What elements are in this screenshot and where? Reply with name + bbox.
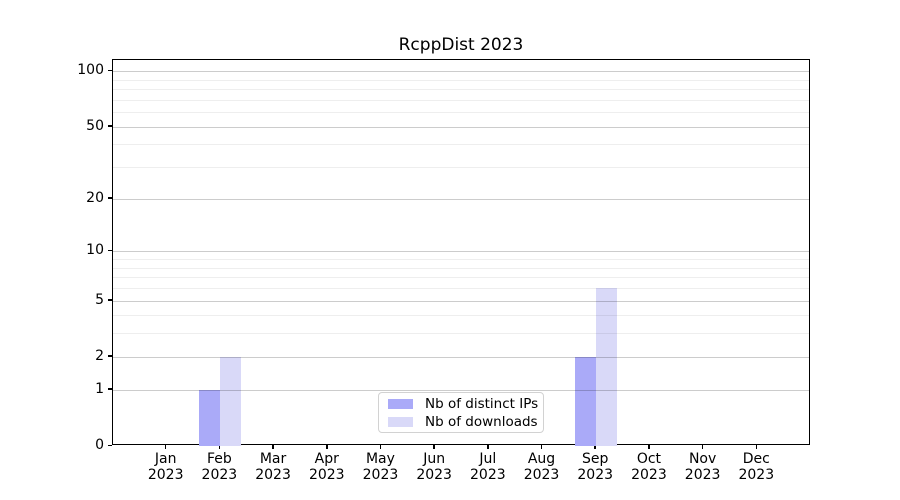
minor-gridline-8 [113, 267, 809, 269]
y-tick-label-1: 1 [95, 380, 104, 397]
x-tick-label-aug-2023: Aug 2023 [510, 451, 574, 483]
major-gridline-20 [113, 198, 809, 200]
y-tick-label-50: 50 [86, 117, 104, 134]
legend-label-downloads: Nb of downloads [425, 413, 538, 430]
x-tick-mark-aug [540, 445, 543, 449]
legend-item-downloads: Nb of downloads [388, 413, 543, 430]
y-tick-label-2: 2 [95, 347, 104, 364]
y-tick-mark-50 [108, 125, 112, 127]
minor-gridline-3 [113, 333, 809, 335]
x-tick-year: 2023 [470, 466, 506, 483]
x-tick-mark-mar [272, 445, 274, 449]
x-tick-mark-jul [487, 445, 489, 449]
x-tick-month: Apr [314, 451, 339, 467]
y-tick-label-20: 20 [86, 189, 104, 206]
major-gridline-5 [113, 300, 809, 302]
x-tick-label-may-2023: May 2023 [348, 451, 412, 483]
x-tick-month: Jul [479, 451, 497, 467]
x-tick-month: Nov [688, 451, 717, 467]
chart-title: RcppDist 2023 [398, 35, 524, 55]
x-tick-year: 2023 [147, 466, 184, 483]
x-tick-year: 2023 [416, 466, 452, 483]
legend-swatch-downloads [388, 416, 413, 427]
x-tick-month: Jan [154, 451, 177, 467]
bar-feb-downloads [220, 356, 242, 446]
x-tick-mark-may [379, 445, 382, 449]
minor-gridline-40 [113, 144, 809, 146]
x-tick-label-jan-2023: Jan 2023 [134, 451, 198, 483]
y-tick-mark-1 [108, 388, 112, 390]
x-tick-label-feb-2023: Feb 2023 [187, 451, 251, 483]
x-tick-mark-sep [594, 445, 596, 449]
minor-gridline-9 [113, 259, 809, 261]
x-tick-month: Mar [259, 451, 287, 467]
x-tick-year: 2023 [523, 466, 560, 483]
x-tick-year: 2023 [684, 466, 721, 483]
x-tick-mark-apr [326, 445, 328, 449]
y-tick-mark-0 [108, 444, 112, 446]
x-tick-label-dec-2023: Dec 2023 [724, 451, 788, 483]
x-tick-mark-oct [648, 445, 650, 449]
minor-gridline-4 [113, 315, 809, 317]
chart-plot-area [112, 59, 810, 446]
minor-gridline-30 [113, 167, 809, 169]
minor-gridline-80 [113, 89, 809, 91]
x-tick-month: Aug [527, 451, 556, 467]
x-tick-year: 2023 [362, 466, 399, 483]
minor-gridline-60 [113, 112, 809, 114]
legend-label-distinct-ips: Nb of distinct IPs [425, 395, 539, 412]
x-tick-month: Oct [636, 451, 662, 467]
major-gridline-100 [113, 71, 809, 73]
y-tick-label-100: 100 [77, 62, 104, 79]
major-gridline-1 [113, 389, 809, 391]
x-tick-mark-dec [755, 445, 758, 449]
major-gridline-50 [113, 126, 809, 128]
bar-feb-distinct-ips [199, 389, 221, 446]
y-tick-mark-20 [108, 197, 112, 199]
x-tick-year: 2023 [201, 466, 238, 483]
bar-sep-distinct-ips [575, 356, 597, 446]
y-tick-mark-5 [108, 299, 112, 301]
x-tick-label-nov-2023: Nov 2023 [671, 451, 735, 483]
x-tick-label-apr-2023: Apr 2023 [295, 451, 359, 483]
y-tick-label-0: 0 [95, 437, 104, 453]
legend-item-distinct-ips: Nb of distinct IPs [388, 395, 543, 412]
x-tick-mark-feb [218, 445, 221, 449]
x-tick-label-oct-2023: Oct 2023 [617, 451, 681, 483]
legend-swatch-distinct-ips [388, 398, 413, 409]
bar-sep-downloads [596, 287, 618, 446]
x-tick-month: Jun [423, 451, 446, 467]
x-tick-month: Sep [582, 451, 609, 467]
minor-gridline-90 [113, 79, 809, 81]
x-tick-mark-jun [433, 445, 435, 449]
x-tick-year: 2023 [308, 466, 345, 483]
y-tick-mark-10 [108, 249, 112, 252]
legend: Nb of distinct IPs Nb of downloads [378, 392, 544, 433]
x-tick-year: 2023 [577, 466, 614, 483]
x-tick-label-sep-2023: Sep 2023 [563, 451, 627, 483]
x-tick-year: 2023 [255, 466, 291, 483]
x-tick-year: 2023 [738, 466, 775, 483]
x-tick-year: 2023 [631, 466, 667, 483]
x-tick-mark-jan [164, 445, 167, 449]
x-tick-label-jun-2023: Jun 2023 [402, 451, 466, 483]
y-tick-label-10: 10 [86, 242, 104, 259]
minor-gridline-6 [113, 287, 809, 289]
x-tick-month: Feb [206, 451, 232, 467]
x-tick-label-mar-2023: Mar 2023 [241, 451, 305, 483]
y-tick-mark-100 [108, 69, 112, 72]
major-gridline-10 [113, 251, 809, 253]
x-tick-month: Dec [742, 451, 770, 467]
x-tick-mark-nov [701, 445, 704, 449]
x-tick-label-jul-2023: Jul 2023 [456, 451, 520, 483]
y-tick-label-5: 5 [95, 291, 104, 308]
minor-gridline-70 [113, 99, 809, 101]
y-tick-mark-2 [108, 355, 112, 357]
major-gridline-2 [113, 356, 809, 358]
minor-gridline-7 [113, 277, 809, 279]
x-tick-month: May [365, 451, 395, 467]
